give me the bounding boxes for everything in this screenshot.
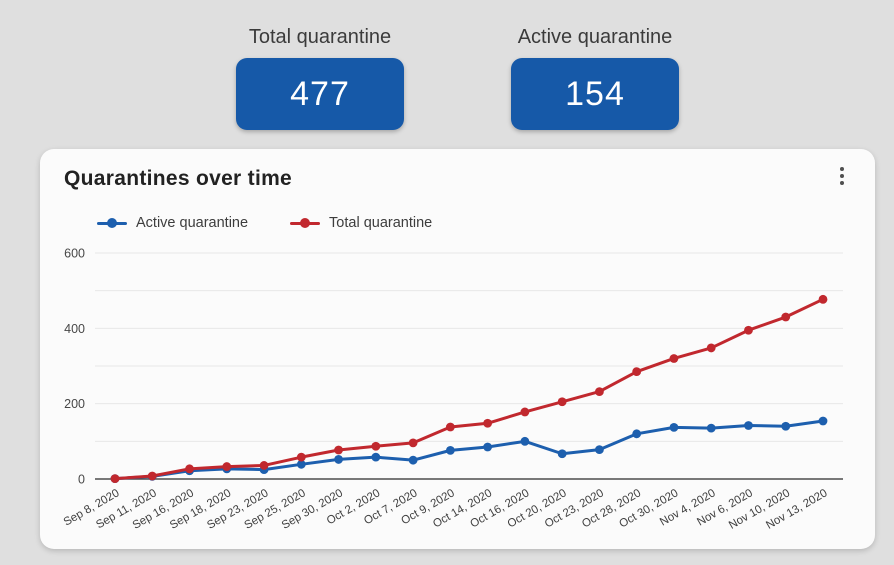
data-point-active-quarantine [408,455,418,465]
data-point-total-quarantine [632,367,642,377]
stat-active-value-card: 154 [511,58,679,130]
series-line-total-quarantine [113,297,825,481]
quarantines-chart-card: Quarantines over time Active quarantine … [40,149,875,549]
data-point-total-quarantine [557,397,567,407]
kebab-menu-icon[interactable] [831,163,853,189]
data-point-total-quarantine [296,452,306,462]
data-point-total-quarantine [706,343,716,353]
y-tick-label: 600 [64,247,85,261]
data-point-total-quarantine [222,462,232,471]
data-point-total-quarantine [744,325,753,335]
data-point-total-quarantine [781,312,791,322]
data-point-total-quarantine [110,474,120,484]
stat-active-label: Active quarantine [517,26,673,48]
y-tick-label: 400 [64,322,85,336]
legend-item-total-quarantine[interactable]: Total quarantine [290,215,432,231]
data-point-total-quarantine [483,418,493,428]
data-point-total-quarantine [185,464,194,474]
data-point-active-quarantine [445,445,455,455]
chart-title: Quarantines over time [64,167,293,190]
y-tick-label: 0 [78,473,85,487]
data-point-active-quarantine [706,423,716,433]
series-line-active-quarantine [113,419,825,481]
y-tick-label: 200 [64,397,85,411]
data-point-active-quarantine [669,422,679,432]
data-point-total-quarantine [408,438,418,448]
data-point-active-quarantine [632,429,642,439]
stat-active-value: 154 [565,74,625,113]
legend-item-active-quarantine[interactable]: Active quarantine [97,215,248,231]
data-point-total-quarantine [334,445,343,455]
stat-total-quarantine: Total quarantine 477 [236,26,404,130]
data-point-active-quarantine [744,421,753,430]
stat-total-value-card: 477 [236,58,404,130]
stat-total-label: Total quarantine [248,26,392,48]
data-point-active-quarantine [557,449,567,459]
data-point-active-quarantine [334,455,343,464]
data-point-active-quarantine [818,416,828,426]
data-point-total-quarantine [259,461,269,470]
data-point-active-quarantine [483,442,493,452]
data-point-active-quarantine [296,459,306,469]
data-point-total-quarantine [147,471,157,481]
legend-label-active: Active quarantine [136,215,249,231]
data-point-active-quarantine [371,452,381,462]
chart-legend: Active quarantine Total quarantine [97,215,432,231]
legend-marker-active-icon [97,221,127,225]
data-point-active-quarantine [520,436,530,446]
data-point-total-quarantine [371,441,381,451]
data-point-total-quarantine [445,422,455,432]
stat-total-value: 477 [290,74,350,113]
data-point-active-quarantine [595,445,604,455]
data-point-active-quarantine [781,421,791,431]
legend-marker-total-icon [290,221,321,225]
legend-label-total: Total quarantine [329,215,433,231]
data-point-total-quarantine [595,387,604,397]
data-point-total-quarantine [818,294,828,304]
data-point-total-quarantine [669,354,679,363]
stat-active-quarantine: Active quarantine 154 [511,26,679,130]
data-point-total-quarantine [520,407,530,417]
